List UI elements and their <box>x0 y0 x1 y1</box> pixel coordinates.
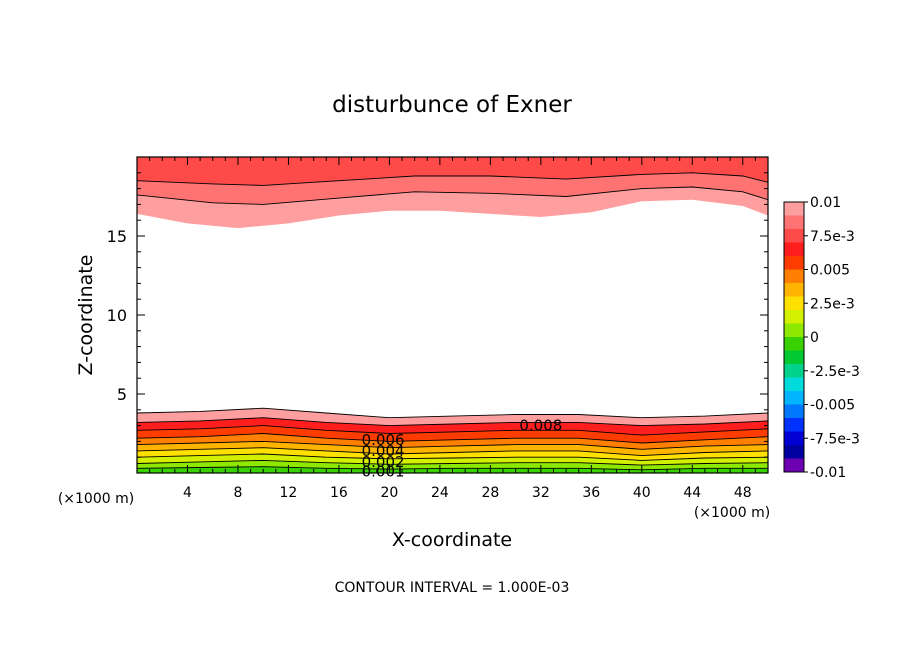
x-tick-label: 44 <box>683 485 701 501</box>
contour-interval-note: CONTOUR INTERVAL = 1.000E-03 <box>335 580 570 596</box>
colorbar-swatch <box>784 431 804 446</box>
colorbar-label: -0.01 <box>810 465 846 481</box>
upper-band <box>137 157 768 186</box>
x-tick-label: 12 <box>280 485 298 501</box>
colorbar-swatch <box>784 242 804 257</box>
x-tick-label: 20 <box>380 485 398 501</box>
x-unit-label-left: (×1000 m) <box>58 491 134 507</box>
colorbar-swatch <box>784 256 804 270</box>
colorbar-swatch <box>784 296 804 311</box>
contour-line <box>137 407 768 419</box>
x-axis-title: X-coordinate <box>392 529 512 551</box>
x-tick-label: 16 <box>330 485 348 501</box>
contour-label: 0.001 <box>362 462 405 480</box>
x-tick-label: 4 <box>183 485 192 501</box>
contour-line <box>137 186 768 205</box>
colorbar-swatch <box>784 283 804 297</box>
colorbar-swatch <box>784 229 804 243</box>
colorbar-swatch <box>784 269 804 284</box>
y-tick-label: 5 <box>117 385 127 404</box>
y-tick-label: 15 <box>107 227 127 246</box>
x-tick-label: 24 <box>431 485 449 501</box>
colorbar-swatch <box>784 404 804 419</box>
colorbar-label: -0.005 <box>810 398 855 414</box>
contour-label: 0.008 <box>519 417 562 435</box>
x-tick-label: 40 <box>633 485 651 501</box>
x-tick-label: 8 <box>233 485 242 501</box>
contour-line <box>137 417 768 427</box>
colorbar-label: -7.5e-3 <box>810 431 860 447</box>
colorbar-label: 2.5e-3 <box>810 296 855 312</box>
contour-line <box>137 459 768 466</box>
y-axis-title: Z-coordinate <box>75 255 97 376</box>
contour-line <box>137 466 768 471</box>
colorbar <box>783 201 805 473</box>
colorbar-swatch <box>784 377 804 392</box>
colorbar-label: 0.01 <box>810 195 841 211</box>
colorbar-swatch <box>784 458 804 473</box>
contour-line <box>137 447 768 457</box>
contour-line <box>137 172 768 186</box>
x-tick-label: 48 <box>734 485 752 501</box>
x-axis-ticks: 4 8 12 16 20 24 28 32 36 40 44 48 <box>149 157 756 501</box>
contour-line <box>137 425 768 436</box>
contour-label: 0.006 <box>362 431 405 449</box>
contour-line <box>137 453 768 461</box>
colorbar-swatch <box>784 391 804 405</box>
x-tick-label: 28 <box>481 485 499 501</box>
x-tick-label: 36 <box>582 485 600 501</box>
colorbar-swatch <box>784 323 804 338</box>
colorbar-label: 0.005 <box>810 263 850 279</box>
y-tick-label: 10 <box>107 306 127 325</box>
colorbar-swatch <box>784 310 804 324</box>
colorbar-swatch <box>784 350 804 365</box>
colorbar-swatch <box>784 364 804 378</box>
contour-label: 0.002 <box>362 453 405 471</box>
colorbar-label: 0 <box>810 330 819 346</box>
colorbar-swatch <box>784 445 804 459</box>
colorbar-swatch <box>784 215 804 230</box>
x-unit-label-right: (×1000 m) <box>694 505 770 521</box>
colorbar-labels: 0.01 7.5e-3 0.005 2.5e-3 0 -2.5e-3 -0.005 -7.5e… <box>804 195 860 481</box>
colorbar-swatch <box>784 202 804 216</box>
x-tick-label: 32 <box>532 485 550 501</box>
contour-lines <box>137 172 768 471</box>
contour-label: 0.004 <box>362 442 405 460</box>
chart-title: disturbunce of Exner <box>332 92 572 118</box>
colorbar-label: -2.5e-3 <box>810 364 860 380</box>
contour-line <box>137 433 768 444</box>
contour-line <box>137 440 768 450</box>
colorbar-swatch <box>784 418 804 432</box>
colorbar-swatch <box>784 337 804 351</box>
y-axis-ticks: 5 10 15 <box>107 172 768 458</box>
colorbar-label: 7.5e-3 <box>810 229 855 245</box>
plot-area <box>137 157 768 473</box>
